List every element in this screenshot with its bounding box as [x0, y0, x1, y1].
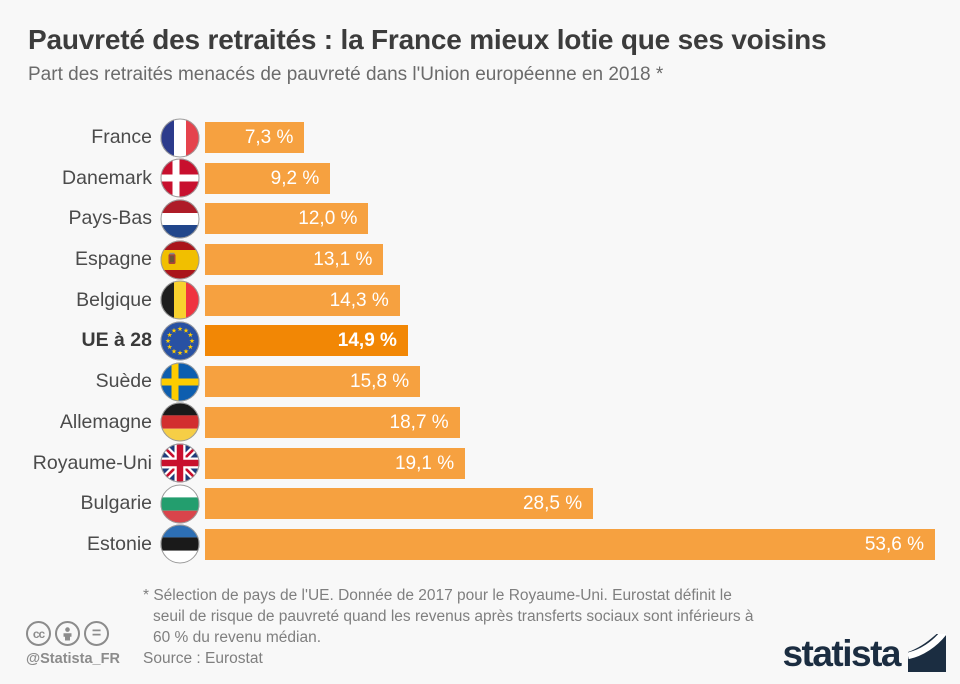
bar-track: 15,8 % — [205, 366, 935, 398]
statista-wave-icon — [908, 634, 946, 672]
bar-value: 28,5 % — [522, 493, 583, 515]
bar: 9,2 % — [205, 162, 331, 194]
country-label: France — [91, 126, 152, 148]
france-flag-icon — [160, 118, 200, 158]
bar: 14,3 % — [205, 284, 400, 316]
bar-value: 14,3 % — [329, 289, 389, 311]
country-label: Danemark — [62, 166, 152, 189]
bar-track: 9,2 % — [205, 162, 935, 194]
source-label: Source : Eurostat — [143, 650, 263, 667]
cc-by-person-icon — [55, 621, 80, 646]
page-title: Pauvreté des retraités : la France mieux… — [28, 24, 827, 55]
bar: 14,9 % — [205, 325, 408, 357]
statista-wordmark: statista — [782, 632, 901, 674]
danemark-flag-icon — [160, 158, 200, 198]
bar-value: 12,0 % — [298, 208, 358, 230]
bar-value: 9,2 % — [270, 167, 320, 189]
statista-logo: statista — [782, 634, 946, 672]
chart-row-pays-bas: Pays-Bas 12,0 % — [0, 199, 960, 239]
country-label: Allemagne — [59, 410, 152, 433]
footnote: * Sélection de pays de l'UE. Donnée de 2… — [143, 587, 754, 646]
belgique-flag-icon — [160, 280, 200, 320]
bar: 13,1 % — [205, 244, 384, 276]
country-label: Suède — [95, 370, 152, 393]
royaume-uni-flag-icon — [160, 443, 200, 483]
bar: 15,8 % — [205, 366, 421, 398]
suede-flag-icon — [160, 362, 200, 402]
country-label: Royaume-Uni — [32, 451, 152, 474]
bar-track: 12,0 % — [205, 203, 935, 235]
bar-track: 14,9 % — [205, 325, 935, 357]
bar-value: 53,6 % — [864, 533, 924, 555]
twitter-handle: @Statista_FR — [26, 651, 120, 667]
bar-track: 14,3 % — [205, 284, 935, 316]
chart-row-royaume-uni: Royaume-Uni 19,1 % — [0, 443, 960, 483]
bar-track: 28,5 % — [205, 488, 935, 520]
country-label: Estonie — [86, 532, 152, 555]
bar-chart: France 7,3 % Danemark 9,2 % Pays-Bas — [0, 118, 960, 570]
pays-bas-flag-icon — [160, 199, 200, 239]
bar-value: 15,8 % — [350, 371, 410, 393]
chart-row-bulgarie: Bulgarie 28,5 % — [0, 484, 960, 524]
chart-row-france: France 7,3 % — [0, 118, 960, 157]
chart-row-suede: Suède 15,8 % — [0, 362, 960, 402]
bar: 19,1 % — [205, 447, 466, 479]
bar: 7,3 % — [205, 122, 305, 153]
union-europeenne-flag-icon — [160, 321, 200, 361]
bar-track: 18,7 % — [205, 406, 935, 438]
chart-row-danemark: Danemark 9,2 % — [0, 158, 960, 198]
bar: 18,7 % — [205, 406, 460, 438]
espagne-flag-icon — [160, 240, 200, 280]
country-label: Belgique — [76, 288, 152, 311]
country-label: Pays-Bas — [68, 207, 152, 230]
chart-row-allemagne: Allemagne 18,7 % — [0, 402, 960, 442]
bulgarie-flag-icon — [160, 484, 200, 524]
allemagne-flag-icon — [160, 402, 200, 442]
bar-value: 7,3 % — [244, 127, 294, 148]
cc-icon: cc — [26, 621, 51, 646]
bar: 28,5 % — [205, 488, 594, 520]
chart-row-espagne: Espagne 13,1 % — [0, 240, 960, 280]
chart-row-belgique: Belgique 14,3 % — [0, 280, 960, 320]
cc-nd-equals-icon: = — [84, 621, 109, 646]
bar: 12,0 % — [205, 203, 369, 235]
bar-track: 13,1 % — [205, 244, 935, 276]
bar-track: 53,6 % — [205, 528, 935, 560]
cc-license-badges: cc = — [26, 621, 109, 646]
country-label: Bulgarie — [80, 492, 152, 515]
estonie-flag-icon — [160, 524, 200, 564]
bar-value: 19,1 % — [394, 452, 455, 474]
bar-value: 13,1 % — [313, 249, 373, 271]
bar-track: 19,1 % — [205, 447, 935, 479]
page-subtitle: Part des retraités menacés de pauvreté d… — [28, 64, 664, 85]
bar-track: 7,3 % — [205, 122, 935, 153]
bar-value: 14,9 % — [337, 330, 397, 352]
chart-row-ue-a-28: UE à 28 14,9 % — [0, 321, 960, 361]
bar-value: 18,7 % — [389, 411, 449, 433]
country-label: UE à 28 — [81, 329, 152, 352]
bar: 53,6 % — [205, 528, 935, 560]
chart-row-estonie: Estonie 53,6 % — [0, 524, 960, 564]
country-label: Espagne — [75, 248, 152, 271]
